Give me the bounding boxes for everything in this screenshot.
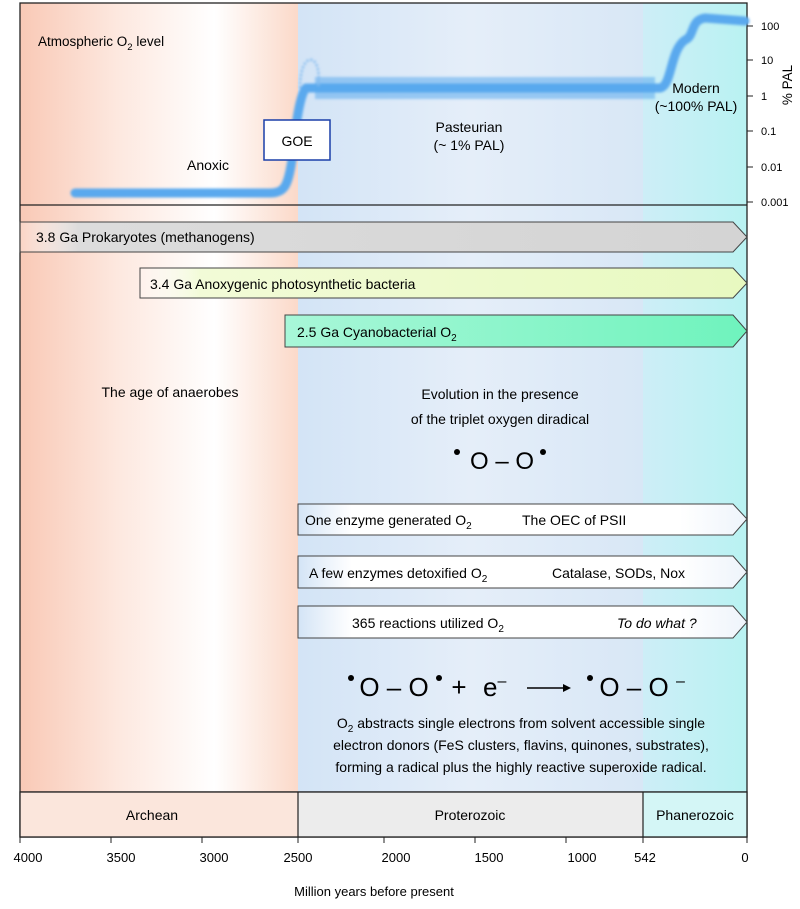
time-tick-4000: 4000 [14, 850, 43, 865]
goe-box [263, 119, 331, 161]
arrow-anoxygenic: 3.4 Ga Anoxygenic photosynthetic bacteri… [139, 267, 748, 299]
eon-label-archean: Archean [126, 807, 178, 823]
modern-label: Modern [672, 80, 719, 96]
pal-tick-100: 100 [761, 21, 779, 33]
arrow-reactions-utilized: 365 reactions utilized O2 To do what ? [297, 605, 748, 639]
arrow-prokaryotes: 3.8 Ga Prokaryotes (methanogens) [19, 221, 748, 253]
explanation-line3: forming a radical plus the highly reacti… [335, 759, 706, 775]
enzyme-generated-example: The OEC of PSII [522, 512, 626, 528]
time-tick-3500: 3500 [107, 850, 136, 865]
eq-right-charge: – [676, 673, 685, 690]
pal-tick-1: 1 [761, 91, 767, 103]
time-tick-0: 0 [741, 850, 748, 865]
time-tick-1500: 1500 [475, 850, 504, 865]
pal-tick-0.1: 0.1 [761, 126, 776, 138]
proterozoic-background [298, 3, 643, 792]
eq-plus: + [451, 672, 466, 702]
eq-right-dot [587, 675, 593, 681]
enzyme-detox-example: Catalase, SODs, Nox [552, 565, 685, 581]
time-axis-label: Million years before present [294, 884, 454, 899]
reactions-question: To do what ? [617, 615, 697, 631]
phanerozoic-background [643, 3, 747, 792]
pasteurian-sublabel: (~ 1% PAL) [434, 137, 505, 153]
pal-tick-10: 10 [761, 55, 773, 67]
eq-left-dot-2 [436, 675, 442, 681]
evolution-text-line1: Evolution in the presence [421, 386, 578, 402]
diradical-formula-text: O – O [470, 448, 534, 475]
arrow-cyanobacteria-label: 2.5 Ga Cyanobacterial O2 [297, 324, 457, 344]
enzyme-generated-label: One enzyme generated O2 [305, 512, 472, 532]
age-of-anaerobes-label: The age of anaerobes [102, 384, 239, 400]
eq-left-dot-1 [348, 675, 354, 681]
pal-tick-0.01: 0.01 [761, 162, 782, 174]
anoxic-label: Anoxic [187, 157, 229, 173]
explanation-line1: O2 abstracts single electrons from solve… [337, 715, 705, 735]
radical-dot-left [454, 449, 460, 455]
o2-level-title: Atmospheric O2 level [38, 34, 164, 53]
eon-label-proterozoic: Proterozoic [435, 807, 506, 823]
eon-archean [20, 792, 298, 837]
time-tick-2000: 2000 [382, 850, 411, 865]
o2-level-curve [70, 13, 750, 198]
time-axis: 4000 3500 3000 2500 2000 1500 1000 542 0… [14, 837, 749, 899]
evolution-text-line2: of the triplet oxygen diradical [411, 411, 589, 427]
eq-arrow-head [563, 684, 571, 692]
pal-axis-label: % PAL [780, 64, 795, 105]
arrow-prokaryotes-label: 3.8 Ga Prokaryotes (methanogens) [36, 229, 255, 245]
pasteurian-label: Pasteurian [436, 119, 503, 135]
modern-sublabel: (~100% PAL) [655, 98, 738, 114]
pal-axis: 100 10 1 0.1 0.01 0.001 % PAL [747, 21, 795, 209]
eq-right-formula: O – O [599, 672, 668, 702]
reactions-utilized-label: 365 reactions utilized O2 [352, 615, 504, 635]
eq-left-formula: O – O [359, 672, 428, 702]
radical-dot-right [540, 449, 546, 455]
triplet-oxygen-formula: O – O [454, 448, 546, 475]
archean-background [20, 3, 298, 792]
explanation-line2: electron donors (FeS clusters, flavins, … [333, 737, 709, 753]
time-tick-2500: 2500 [284, 850, 313, 865]
superoxide-equation: O – O + e– O – O – [348, 672, 685, 702]
eon-label-phanerozoic: Phanerozoic [656, 807, 734, 823]
time-tick-542: 542 [634, 850, 656, 865]
eon-phanerozoic [643, 792, 747, 837]
goe-label: GOE [281, 133, 312, 149]
arrow-cyanobacteria: 2.5 Ga Cyanobacterial O2 [284, 314, 748, 348]
enzyme-detox-label: A few enzymes detoxified O2 [309, 565, 488, 585]
eon-proterozoic [298, 792, 643, 837]
time-tick-1000: 1000 [568, 850, 597, 865]
pal-tick-0.001: 0.001 [761, 197, 789, 209]
arrow-enzyme-detox: A few enzymes detoxified O2 Catalase, SO… [297, 555, 748, 589]
eq-electron: e– [483, 672, 506, 702]
arrow-enzyme-generated: One enzyme generated O2 The OEC of PSII [297, 503, 748, 536]
time-tick-3000: 3000 [200, 850, 229, 865]
arrow-anoxygenic-label: 3.4 Ga Anoxygenic photosynthetic bacteri… [150, 276, 416, 292]
